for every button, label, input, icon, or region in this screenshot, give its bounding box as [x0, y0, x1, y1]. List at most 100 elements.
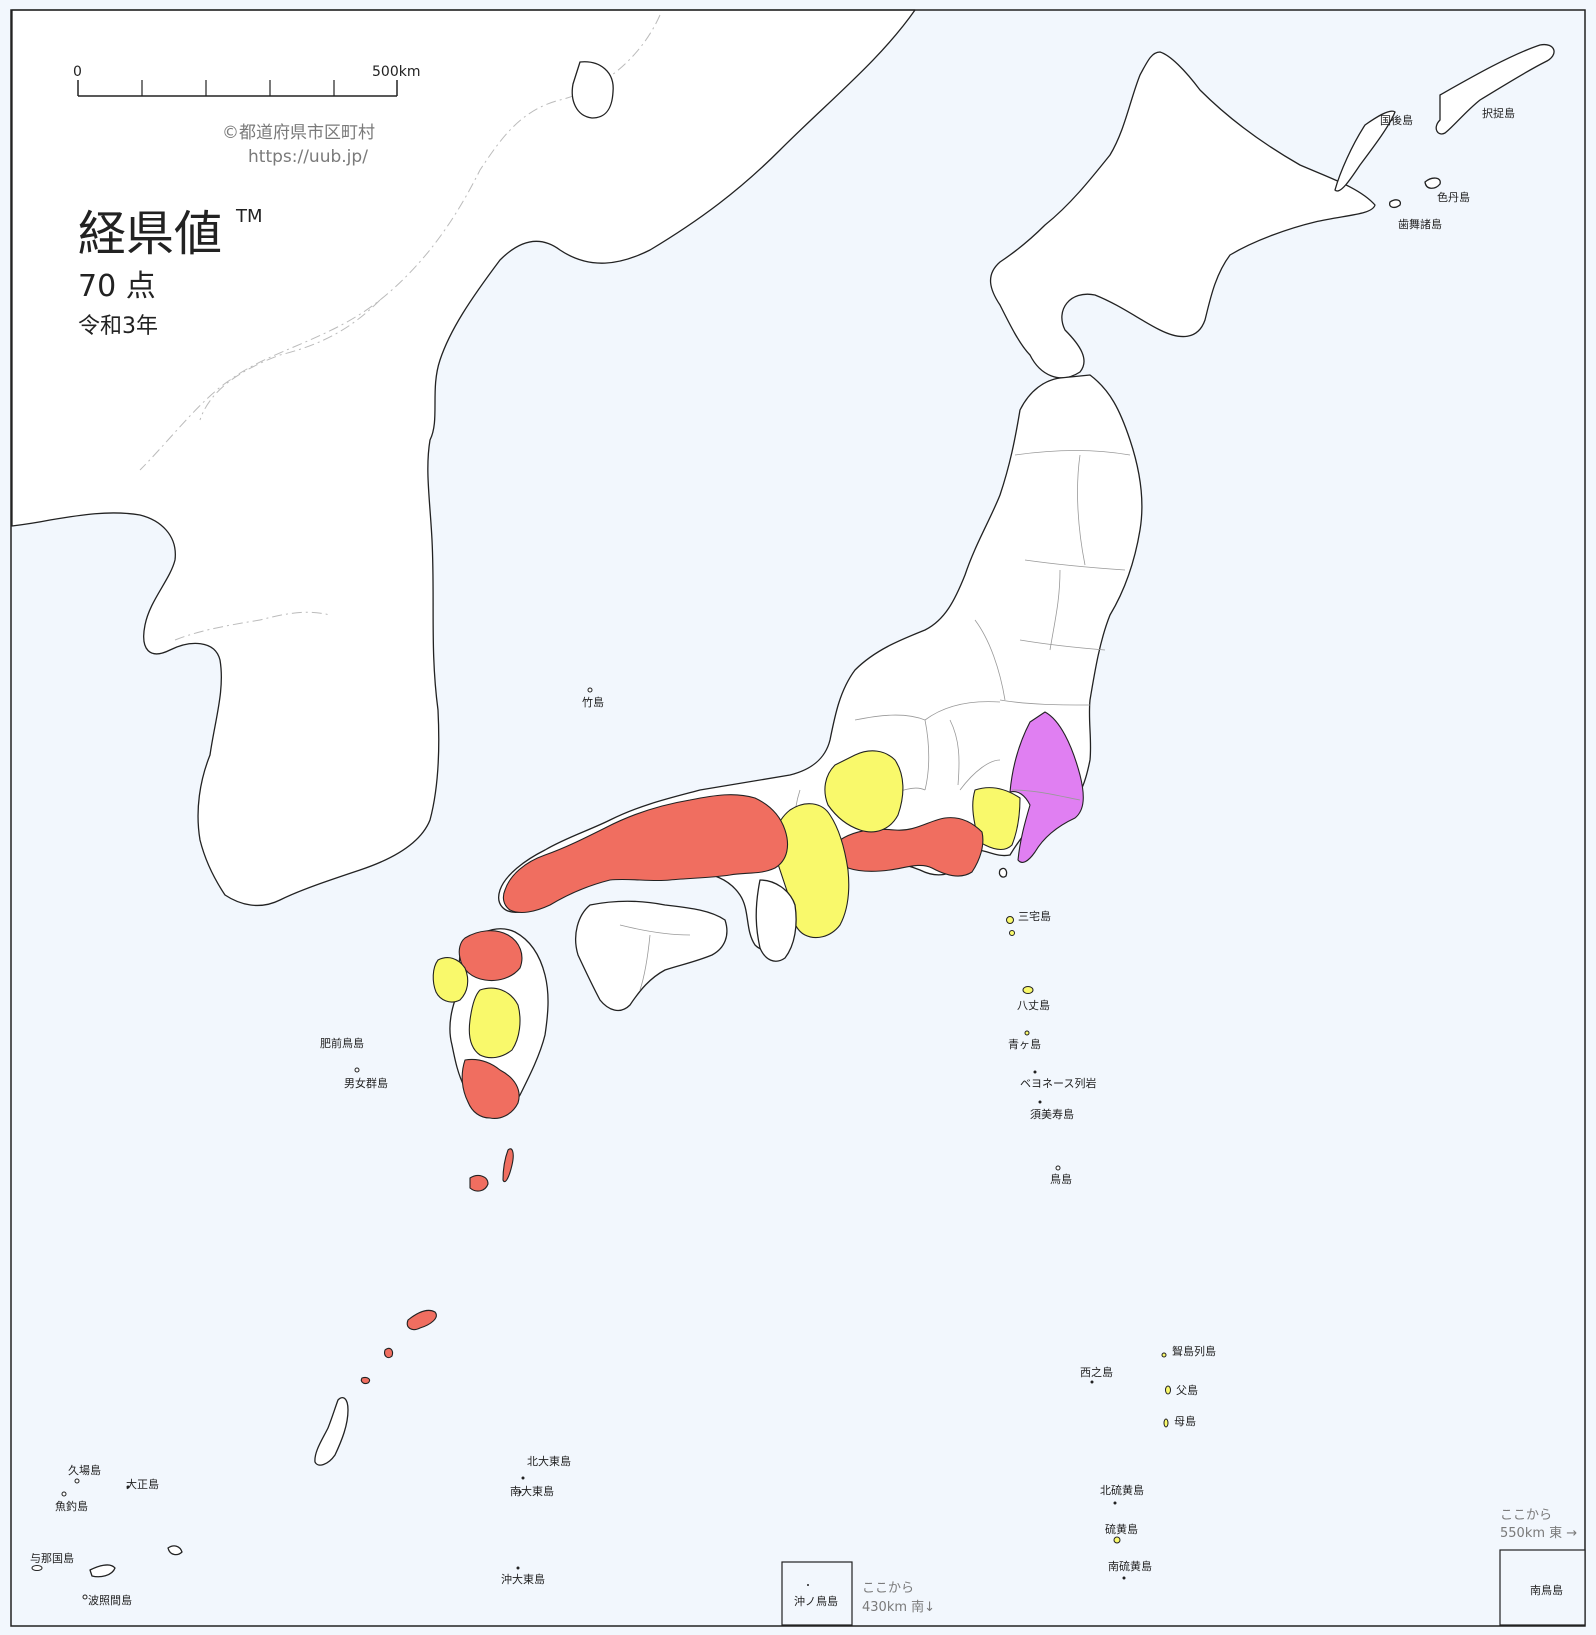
- minamitori-note-line1: ここから: [1500, 1508, 1552, 1523]
- hahajima-island: [1163, 1418, 1169, 1428]
- okinotori-dot: [807, 1584, 809, 1586]
- minamiiwo-island: [1122, 1576, 1126, 1580]
- sumisu-island: [1038, 1100, 1042, 1104]
- okinotori-inset: [781, 1561, 853, 1626]
- label-shikotan: 色丹島: [1437, 190, 1470, 204]
- hateruma-island: [82, 1594, 88, 1600]
- minamidaito-island: [518, 1490, 522, 1494]
- label-miyake: 三宅島: [1018, 909, 1051, 923]
- label-chichijima: 父島: [1176, 1383, 1198, 1397]
- tanegashima: [502, 1148, 514, 1183]
- tokunoshima: [384, 1347, 394, 1359]
- map-frame: [10, 9, 1586, 1627]
- label-hizen-torishima: 肥前鳥島: [320, 1036, 364, 1050]
- torishima-island: [1055, 1165, 1061, 1171]
- label-danjo: 男女群島: [344, 1076, 388, 1090]
- label-mukojima: 聟島列島: [1172, 1344, 1216, 1358]
- prefecture-fukuoka: [458, 930, 523, 982]
- habomai-islands: [1389, 199, 1402, 209]
- kitadaito-island: [521, 1476, 525, 1480]
- prefecture-kumamoto: [468, 987, 521, 1059]
- iwo-island: [1113, 1536, 1121, 1544]
- kunashiri-island: [1334, 110, 1396, 192]
- amami-oshima: [406, 1309, 437, 1331]
- yonaguni-island: [31, 1565, 43, 1571]
- russia-korea-border: [139, 14, 661, 471]
- label-kitaiwo: 北硫黄島: [1100, 1483, 1144, 1497]
- shikoku: [575, 900, 728, 1012]
- prefecture-kanagawa-tokyo: [972, 787, 1021, 851]
- credit-url[interactable]: https://uub.jp/: [248, 147, 368, 167]
- kitaiwo-island: [1113, 1501, 1117, 1505]
- label-takeshima: 竹島: [582, 695, 604, 709]
- credit-copyright: ©都道府県市区町村: [222, 123, 375, 143]
- score: 70 点: [78, 269, 156, 304]
- okinotori-note-line1: ここから: [862, 1581, 914, 1596]
- miyako-island: [167, 1545, 183, 1556]
- okidaito-island: [516, 1566, 520, 1570]
- label-habomai: 歯舞諸島: [1398, 217, 1442, 231]
- nishinoshima-island: [1090, 1380, 1094, 1384]
- prefecture-kagoshima: [461, 1058, 520, 1119]
- danjo-islands: [354, 1067, 360, 1073]
- shikotan-island: [1424, 177, 1441, 189]
- prefecture-saga-nagasaki: [432, 957, 469, 1003]
- scale-start-label: 0: [73, 64, 82, 80]
- label-hachijo: 八丈島: [1017, 998, 1050, 1012]
- chichijima-island: [1165, 1385, 1171, 1395]
- miyake-island: [1006, 916, 1014, 924]
- ibaraki-chiba-border: [1011, 789, 1081, 801]
- bayonnaise-rocks: [1033, 1070, 1037, 1074]
- era: 令和3年: [78, 314, 158, 339]
- aogashima-island: [1024, 1030, 1030, 1036]
- label-aogashima: 青ヶ島: [1008, 1037, 1041, 1051]
- label-okidaito: 沖大東島: [501, 1572, 545, 1586]
- prefecture-shizuoka-aichi: [838, 817, 984, 877]
- chubu-borders: [793, 701, 1001, 871]
- label-hateruma: 波照間島: [88, 1593, 132, 1607]
- izu-oshima: [998, 867, 1008, 878]
- korea-border: [199, 299, 381, 421]
- title-main: 経県値: [78, 206, 222, 262]
- mikura-island: [1009, 930, 1015, 936]
- label-minamidaito: 南大東島: [510, 1484, 554, 1498]
- label-kitadaito: 北大東島: [527, 1454, 571, 1468]
- minamitori-note-line2: 550km 東 →: [1500, 1525, 1577, 1541]
- label-uotsuri: 魚釣島: [55, 1499, 88, 1513]
- mukojima-islands: [1161, 1352, 1167, 1358]
- label-okinotori: 沖ノ鳥島: [794, 1594, 838, 1608]
- label-minamiiwo: 南硫黄島: [1108, 1559, 1152, 1573]
- label-hahajima: 母島: [1174, 1414, 1196, 1428]
- okinoerabu: [360, 1376, 371, 1385]
- label-bayonnaise: ベヨネース列岩: [1020, 1076, 1096, 1090]
- tohoku-borders: [974, 450, 1131, 706]
- hokkaido: [989, 51, 1376, 379]
- wakayama-area: [755, 879, 797, 962]
- scale-bar: 0 500km: [73, 64, 420, 97]
- okinawa-island: [314, 1397, 349, 1466]
- minamitori-inset: [1499, 1549, 1586, 1626]
- label-taisho: 大正島: [126, 1477, 159, 1491]
- takeshima-island: [587, 687, 593, 693]
- label-yonaguni: 与那国島: [30, 1551, 74, 1565]
- okinotori-note-line2: 430km 南↓: [862, 1599, 935, 1615]
- uotsuri-island: [61, 1491, 67, 1497]
- label-kunashiri: 国後島: [1380, 113, 1413, 127]
- yakushima: [469, 1175, 489, 1192]
- label-iwo: 硫黄島: [1105, 1522, 1138, 1536]
- prefecture-chugoku-kinki-red: [502, 794, 789, 914]
- etorofu-island: [1435, 43, 1555, 135]
- hachijo-island: [1022, 986, 1034, 994]
- title-tm: TM: [235, 206, 263, 227]
- taisho-island: [126, 1485, 130, 1489]
- mainland-asia: [11, 9, 916, 907]
- label-minamitori: 南鳥島: [1530, 1583, 1563, 1597]
- kuba-island: [74, 1478, 80, 1484]
- sakhalin: [571, 61, 614, 119]
- prefecture-gifu: [824, 750, 904, 833]
- label-sumisu: 須美寿島: [1030, 1107, 1074, 1121]
- label-nishinoshima: 西之島: [1080, 1365, 1113, 1379]
- scale-end-label: 500km: [372, 64, 420, 80]
- label-kuba: 久場島: [68, 1463, 101, 1477]
